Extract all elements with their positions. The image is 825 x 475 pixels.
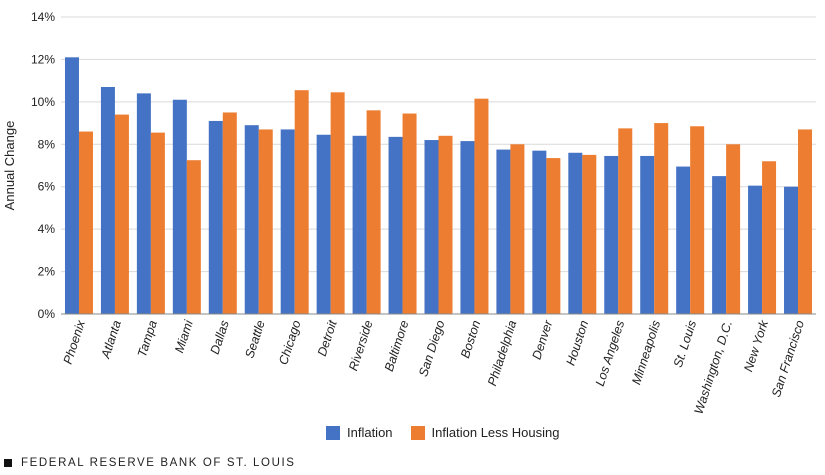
legend-item-inflation: Inflation bbox=[326, 425, 393, 440]
bar-inflation bbox=[424, 140, 439, 314]
legend-swatch-inflation bbox=[326, 425, 340, 440]
bar-inflation bbox=[784, 186, 799, 314]
footer: FEDERAL RESERVE BANK OF ST. LOUIS bbox=[4, 457, 296, 469]
bar-inflation-less-housing bbox=[186, 160, 201, 314]
bars bbox=[64, 57, 813, 315]
bar-inflation bbox=[352, 135, 367, 314]
bar-inflation-less-housing bbox=[366, 110, 381, 314]
y-tick-labels: 0% 2% 4% 6% 8% 10% 12% 14% bbox=[31, 10, 55, 321]
x-tick-label: Boston bbox=[458, 319, 483, 360]
bar-inflation-less-housing bbox=[258, 129, 273, 314]
bar-inflation bbox=[532, 150, 547, 314]
bar-inflation-less-housing bbox=[294, 90, 309, 314]
bar-inflation-less-housing bbox=[762, 161, 777, 314]
bar-inflation-less-housing bbox=[150, 132, 165, 314]
x-tick-label: Denver bbox=[530, 318, 556, 361]
y-tick-label: 4% bbox=[38, 222, 56, 236]
bar-inflation-less-housing bbox=[726, 144, 741, 314]
y-tick-label: 0% bbox=[38, 307, 56, 321]
x-tick-label: Phoenix bbox=[61, 318, 89, 366]
bar-inflation-less-housing bbox=[222, 112, 237, 314]
legend-swatch-inflation-less-housing bbox=[410, 425, 425, 440]
bar-inflation-less-housing bbox=[78, 131, 93, 314]
x-tick-label: Minneapolis bbox=[629, 319, 663, 387]
x-tick-label: Tampa bbox=[135, 319, 160, 359]
bar-inflation bbox=[136, 93, 151, 314]
x-tick-label: Chicago bbox=[276, 319, 304, 367]
bar-inflation bbox=[640, 155, 655, 314]
bar-inflation bbox=[244, 125, 259, 314]
bar-inflation bbox=[208, 120, 223, 314]
x-tick-label: Miami bbox=[172, 317, 196, 354]
bar-inflation-less-housing bbox=[690, 126, 705, 314]
bar-inflation-less-housing bbox=[546, 158, 561, 314]
bar-inflation bbox=[388, 136, 403, 314]
y-tick-label: 12% bbox=[31, 52, 55, 66]
x-tick-label: New York bbox=[741, 318, 771, 374]
bar-inflation bbox=[604, 155, 619, 314]
legend-label-inflation: Inflation bbox=[347, 425, 393, 440]
bar-inflation-less-housing bbox=[654, 123, 669, 314]
x-tick-label: Dallas bbox=[208, 319, 232, 356]
footer-text: FEDERAL RESERVE BANK OF ST. LOUIS bbox=[21, 457, 296, 469]
bar-inflation bbox=[64, 57, 79, 315]
bar-inflation-less-housing bbox=[474, 98, 489, 314]
x-tick-label: St. Louis bbox=[671, 319, 699, 370]
x-tick-label: Philadelphia bbox=[485, 319, 519, 388]
bar-inflation bbox=[172, 99, 187, 314]
bar-inflation-less-housing bbox=[798, 129, 813, 314]
legend-item-inflation-less-housing: Inflation Less Housing bbox=[410, 425, 560, 440]
bar-inflation bbox=[748, 185, 763, 314]
bar-inflation bbox=[712, 176, 727, 314]
y-tick-label: 10% bbox=[31, 95, 55, 109]
x-tick-label: Baltimore bbox=[382, 319, 412, 374]
x-tick-labels: Phoenix Atlanta Tampa Miami Dallas Seattle Chi… bbox=[61, 317, 807, 415]
bar-inflation bbox=[316, 134, 331, 314]
bar-inflation-less-housing bbox=[114, 114, 129, 314]
bar-inflation bbox=[100, 87, 115, 314]
x-tick-label: San Diego bbox=[416, 319, 447, 379]
bar-inflation-less-housing bbox=[330, 92, 345, 314]
x-tick-label: Riverside bbox=[346, 319, 375, 373]
x-tick-label: Houston bbox=[564, 319, 592, 368]
bar-inflation-less-housing bbox=[582, 154, 597, 314]
bar-inflation-less-housing bbox=[618, 128, 633, 314]
bar-inflation bbox=[496, 149, 511, 314]
y-tick-label: 14% bbox=[31, 10, 55, 24]
bar-inflation bbox=[460, 141, 475, 314]
bar-inflation bbox=[568, 152, 583, 314]
bar-inflation bbox=[280, 129, 295, 314]
y-axis-label: Annual Change bbox=[2, 121, 17, 211]
y-tick-label: 6% bbox=[38, 180, 56, 194]
y-tick-label: 8% bbox=[38, 137, 56, 151]
x-tick-label: Los Angeles bbox=[593, 319, 627, 388]
x-tick-label: San Francisco bbox=[769, 319, 807, 399]
bar-inflation-less-housing bbox=[510, 144, 525, 314]
bar-inflation-less-housing bbox=[438, 135, 453, 314]
x-tick-label: Washington, D.C. bbox=[692, 319, 736, 416]
legend-label-inflation-less-housing: Inflation Less Housing bbox=[431, 425, 560, 440]
bar-inflation bbox=[676, 166, 691, 314]
y-tick-label: 2% bbox=[38, 265, 56, 279]
x-tick-label: Seattle bbox=[242, 319, 267, 360]
x-tick-label: Atlanta bbox=[98, 319, 124, 361]
legend: Inflation Inflation Less Housing bbox=[326, 425, 577, 440]
bar-inflation-less-housing bbox=[402, 113, 417, 315]
x-tick-label: Detroit bbox=[315, 318, 340, 358]
footer-square-icon bbox=[4, 459, 12, 467]
